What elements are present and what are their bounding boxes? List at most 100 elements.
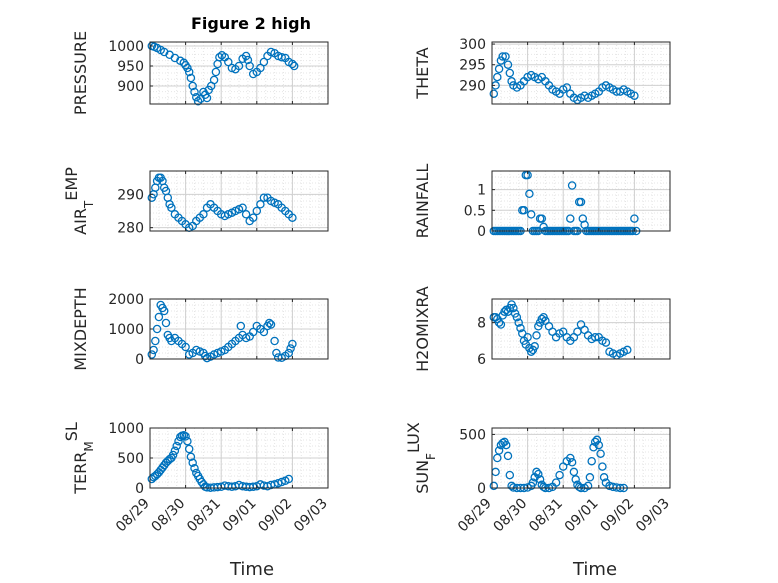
data-point — [286, 344, 295, 353]
data-point — [630, 214, 639, 223]
data-point — [539, 482, 548, 492]
y-axis-label: THETA — [413, 47, 432, 99]
data-point — [590, 332, 600, 342]
data-point — [272, 348, 281, 358]
y-tick-label: 6 — [477, 352, 486, 368]
data-point — [256, 200, 265, 209]
y-axis-label-main: MIXDEPTH — [71, 287, 90, 370]
data-point — [170, 446, 180, 456]
data-point — [265, 318, 274, 328]
data-point — [161, 318, 171, 328]
data-point — [519, 206, 529, 215]
y-tick-label: 0 — [135, 352, 144, 368]
data-point — [493, 72, 502, 82]
data-point — [190, 463, 199, 473]
data-point — [192, 92, 201, 102]
data-point — [566, 453, 575, 463]
data-point — [489, 481, 499, 491]
y-axis-label-subscript: F — [424, 453, 438, 460]
data-point — [534, 469, 543, 479]
data-point — [147, 350, 157, 359]
data-point — [193, 96, 203, 106]
data-point — [489, 89, 499, 98]
data-point — [248, 213, 258, 222]
subplot-pressure: 900 950 1000 PRESSURE — [71, 31, 329, 115]
data-point — [284, 348, 294, 358]
subplot-airtemp: 280 290 AIRTEMP — [62, 167, 329, 237]
subplot-rainfall: 0 0.5 1 RAINFALL — [413, 164, 671, 240]
data-point — [288, 59, 297, 69]
y-tick-label: 1 — [477, 183, 486, 199]
data-point — [184, 444, 194, 454]
data-point — [599, 473, 609, 482]
y-axis-label: TERRMSL — [62, 422, 97, 495]
data-point — [184, 67, 194, 77]
data-point — [241, 51, 251, 61]
data-point — [496, 320, 506, 329]
data-point — [188, 458, 197, 468]
data-point — [596, 449, 605, 458]
y-axis-label: RAINFALL — [413, 164, 432, 239]
data-point — [585, 473, 595, 482]
data-point — [583, 481, 593, 491]
data-point — [512, 312, 522, 322]
data-point — [507, 77, 516, 86]
axes-box — [491, 170, 671, 232]
data-point — [152, 324, 162, 334]
data-point — [277, 477, 286, 487]
y-tick-label: 500 — [117, 451, 144, 467]
data-point — [567, 181, 577, 190]
data-point — [188, 81, 197, 91]
data-point — [532, 331, 541, 340]
data-point — [498, 52, 507, 61]
data-point — [555, 470, 564, 480]
y-axis-label-subscript: T — [82, 200, 96, 209]
data-point — [183, 63, 192, 73]
y-axis-label-main: TERR — [71, 452, 90, 495]
data-point — [183, 436, 192, 446]
y-tick-label: 0 — [477, 224, 486, 240]
axes-box — [149, 170, 329, 232]
y-axis-label-main: RAINFALL — [413, 164, 432, 239]
data-point — [530, 342, 539, 351]
data-point — [569, 467, 579, 477]
data-point — [589, 443, 598, 452]
data-point — [270, 336, 279, 346]
data-point — [186, 73, 196, 83]
y-tick-label: 300 — [459, 37, 486, 53]
y-axis-label-rest: EMP — [62, 167, 81, 201]
y-tick-label: 500 — [459, 427, 486, 443]
data-point — [289, 61, 299, 71]
data-point — [494, 318, 504, 327]
data-point — [243, 55, 253, 65]
data-point — [211, 67, 221, 77]
y-axis-label-main: SUN — [413, 460, 432, 494]
data-point — [574, 482, 584, 492]
y-tick-label: 1000 — [108, 322, 144, 338]
data-point — [284, 474, 294, 484]
data-point — [516, 323, 525, 333]
data-point — [630, 91, 639, 100]
data-point — [576, 197, 586, 207]
data-point — [528, 478, 538, 487]
data-point — [509, 303, 518, 313]
data-point — [587, 456, 596, 466]
data-point — [523, 332, 532, 342]
data-point — [172, 441, 181, 451]
data-point — [179, 430, 189, 440]
y-tick-label: 1000 — [108, 39, 144, 55]
data-point — [277, 52, 286, 62]
x-axis-label-left: Time — [229, 559, 274, 580]
y-tick-label: 900 — [117, 79, 144, 95]
data-point — [151, 336, 160, 346]
y-axis-label: H2OMIXRA — [413, 286, 432, 372]
data-point — [551, 478, 561, 487]
data-point — [234, 61, 244, 71]
axes-box — [491, 298, 671, 360]
data-point — [601, 338, 611, 347]
data-point — [503, 60, 513, 69]
figure-title: Figure 2 high — [191, 14, 311, 33]
axes-box — [491, 41, 671, 105]
